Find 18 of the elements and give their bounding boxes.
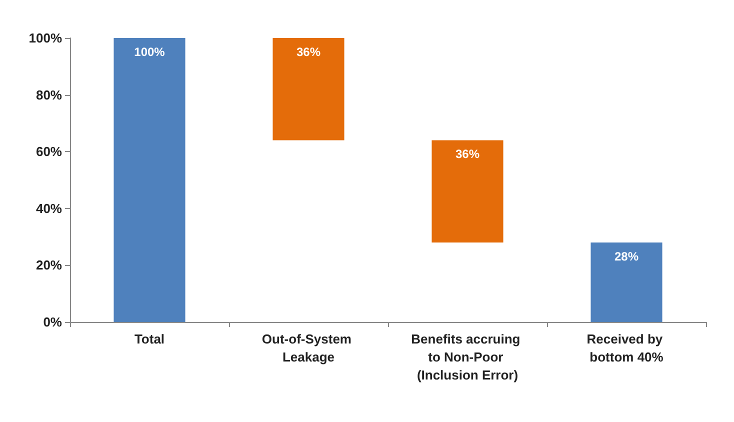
x-tick-label: Benefits accruing to Non-Poor (Inclusion Error) — [411, 332, 524, 382]
data-label: 36% — [296, 45, 321, 59]
data-label: 100% — [134, 45, 166, 59]
bar — [432, 140, 504, 242]
y-tick-label: 80% — [36, 87, 62, 102]
y-tick-label: 0% — [43, 314, 62, 330]
y-tick-label: 40% — [36, 200, 62, 216]
x-tick-label: Total — [134, 332, 165, 346]
data-label: 28% — [614, 249, 639, 264]
y-tick-label: 20% — [36, 258, 62, 273]
bar — [590, 242, 662, 322]
data-label: 36% — [455, 147, 480, 162]
bar — [272, 38, 344, 140]
bar — [114, 38, 186, 322]
x-tick-label: Received by bottom 40% — [586, 332, 666, 364]
y-tick-label: 60% — [36, 144, 62, 160]
x-tick-label: Out-of-System Leakage — [262, 332, 356, 364]
y-tick-label: 100% — [28, 30, 62, 46]
